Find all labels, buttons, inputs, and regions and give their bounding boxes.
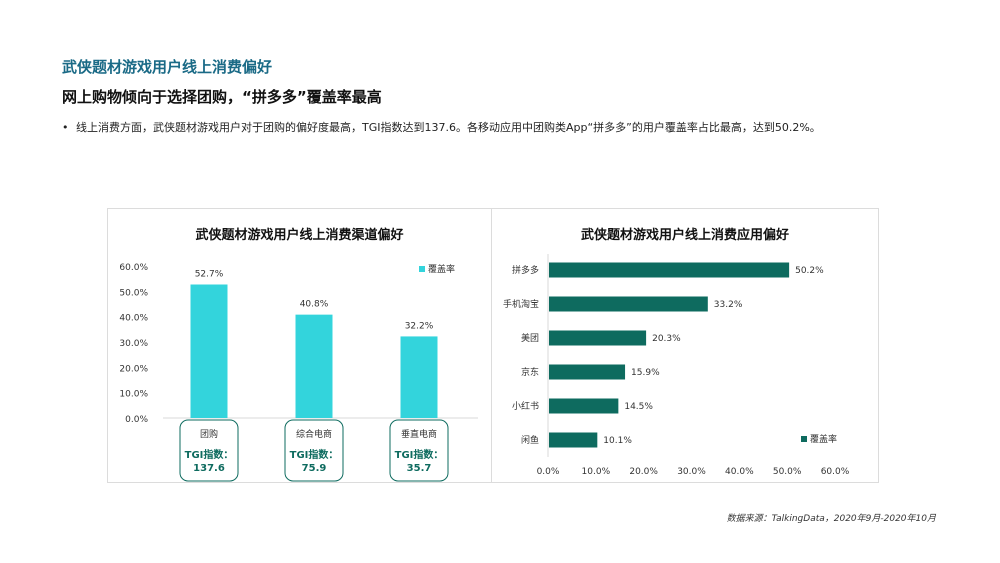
x-tick-label: 0.0% xyxy=(537,467,560,477)
bar-value-label: 10.1% xyxy=(603,436,632,446)
legend-swatch xyxy=(419,266,425,272)
y-tick-label: 40.0% xyxy=(119,314,148,324)
x-tick-label: 10.0% xyxy=(582,467,611,477)
bar-value-label: 14.5% xyxy=(624,402,653,412)
bar xyxy=(549,398,619,414)
channel-preference-chart: 0.0% 10.0% 20.0% 30.0% 40.0% 50.0% 60.0% 52.7% 团… xyxy=(119,263,478,482)
x-tick-label: 60.0% xyxy=(821,467,850,477)
tgi-label: TGI指数： xyxy=(395,448,444,461)
tgi-value: 75.9 xyxy=(302,463,327,474)
category-label: 京东 xyxy=(521,366,539,378)
category-tgi-box xyxy=(389,419,449,482)
summary-text: 线上消费方面，武侠题材游戏用户对于团购的偏好度最高，TGI指数达到137.6。各… xyxy=(76,121,821,134)
category-label: 团购 xyxy=(200,428,218,440)
category-label: 闲鱼 xyxy=(521,434,539,446)
category-label: 拼多多 xyxy=(512,264,539,276)
x-tick-label: 50.0% xyxy=(773,467,802,477)
bar-value-label: 33.2% xyxy=(714,300,743,310)
summary-bullet: • 线上消费方面，武侠题材游戏用户对于团购的偏好度最高，TGI指数达到137.6。… xyxy=(62,119,821,135)
category-label: 美团 xyxy=(521,332,539,344)
tgi-label: TGI指数： xyxy=(290,448,339,461)
x-tick-label: 30.0% xyxy=(677,467,706,477)
page-headline: 网上购物倾向于选择团购，“拼多多”覆盖率最高 xyxy=(62,88,382,106)
category-label: 手机淘宝 xyxy=(503,298,539,310)
y-tick-label: 0.0% xyxy=(125,415,148,425)
bullet-dot-icon: • xyxy=(62,121,69,134)
bar-value-label: 32.2% xyxy=(405,321,434,331)
bar-value-label: 52.7% xyxy=(195,269,224,279)
channel-preference-panel: 武侠题材游戏用户线上消费渠道偏好 0.0% 10.0% 20.0% 30.0% 40.0… xyxy=(107,208,492,483)
app-preference-chart: 拼多多 50.2% 手机淘宝 33.2% 美团 20.3% 京东 15.9% 小红书 14.5% 闲… xyxy=(503,254,850,477)
bar xyxy=(400,336,438,418)
y-tick-label: 50.0% xyxy=(119,288,148,298)
y-tick-label: 30.0% xyxy=(119,339,148,349)
bar xyxy=(549,432,598,448)
bar xyxy=(549,330,647,346)
legend-label: 覆盖率 xyxy=(428,263,455,275)
y-tick-label: 20.0% xyxy=(119,364,148,374)
category-tgi-box xyxy=(179,419,239,482)
x-tick-label: 20.0% xyxy=(629,467,658,477)
bar xyxy=(549,364,626,380)
tgi-value: 35.7 xyxy=(407,463,432,474)
bar xyxy=(190,284,228,418)
category-label: 综合电商 xyxy=(296,428,332,440)
tgi-label: TGI指数： xyxy=(185,448,234,461)
category-tgi-box xyxy=(284,419,344,482)
bar xyxy=(549,262,790,278)
bar-value-label: 40.8% xyxy=(300,300,329,310)
category-label: 垂直电商 xyxy=(401,428,437,440)
y-tick-label: 60.0% xyxy=(119,263,148,273)
bar-value-label: 20.3% xyxy=(652,334,681,344)
bar-value-label: 15.9% xyxy=(631,368,660,378)
app-chart-title: 武侠题材游戏用户线上消费应用偏好 xyxy=(580,228,789,243)
y-tick-label: 10.0% xyxy=(119,390,148,400)
app-preference-panel: 武侠题材游戏用户线上消费应用偏好 拼多多 50.2% 手机淘宝 33.2% 美团 20.3… xyxy=(491,208,879,483)
data-source-note: 数据来源：TalkingData，2020年9月-2020年10月 xyxy=(726,514,936,524)
bar-value-label: 50.2% xyxy=(795,266,824,276)
legend-label: 覆盖率 xyxy=(810,433,837,445)
x-tick-label: 40.0% xyxy=(725,467,754,477)
category-label: 小红书 xyxy=(512,400,539,412)
bar xyxy=(295,314,333,418)
tgi-value: 137.6 xyxy=(193,463,225,474)
channel-chart-title: 武侠题材游戏用户线上消费渠道偏好 xyxy=(195,228,404,243)
legend-swatch xyxy=(801,436,807,442)
bar xyxy=(549,296,708,312)
section-title: 武侠题材游戏用户线上消费偏好 xyxy=(62,58,273,76)
